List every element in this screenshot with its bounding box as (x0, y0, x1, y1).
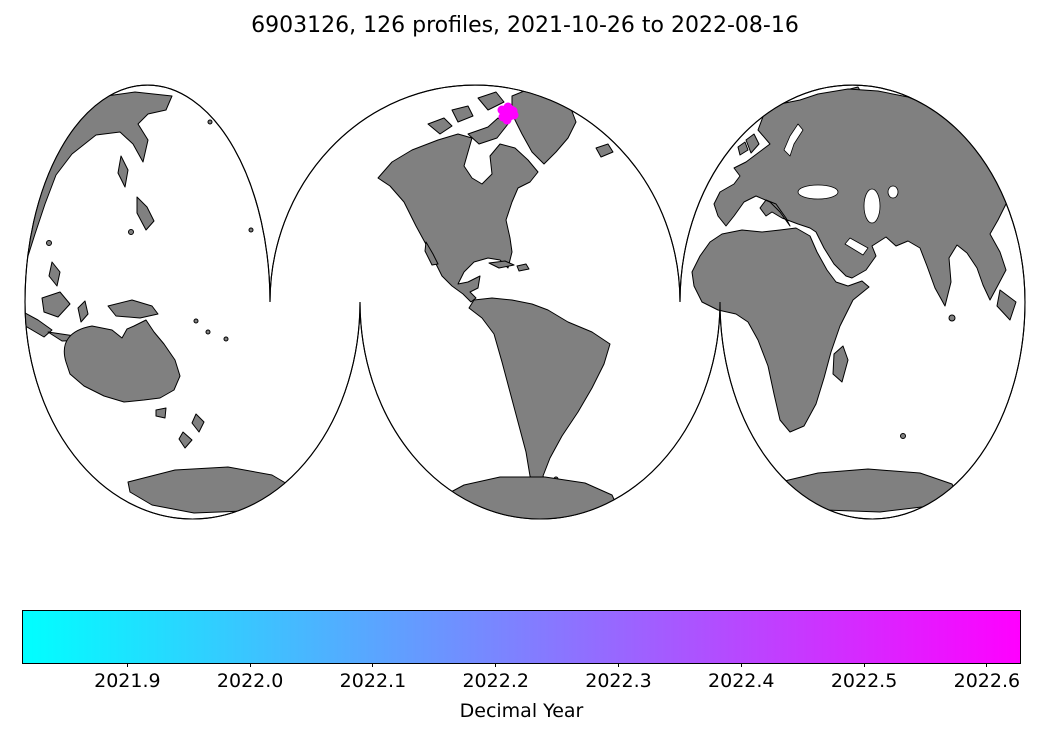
land-hispaniola (516, 263, 530, 272)
land-pacific-island (223, 336, 229, 342)
colorbar-tick-mark (740, 663, 742, 667)
land-hawaii (248, 227, 254, 233)
colorbar-tick-label: 2022.0 (216, 670, 284, 692)
land-sumatra-right (996, 289, 1017, 321)
colorbar-tick-label: 2021.9 (94, 670, 161, 692)
colorbar-tick-label: 2022.1 (339, 670, 407, 692)
land-south-america (468, 297, 611, 493)
colorbar-tick-label: 2022.6 (953, 670, 1021, 692)
profile-markers (497, 102, 519, 125)
land-philippines (48, 261, 61, 287)
land-aleutian-island (207, 119, 213, 125)
land-sumatra (25, 307, 53, 338)
map-outline-stroke (24, 84, 1026, 520)
colorbar-ticks: 2021.9 2022.0 2022.1 2022.2 2022.3 2022.4 2022… (23, 663, 1020, 703)
land-sakhalin (117, 155, 129, 188)
land-taiwan (46, 240, 52, 246)
colorbar-tick-mark (863, 663, 865, 667)
land-pacific-island (205, 329, 211, 335)
land-ellesmere (477, 91, 505, 111)
land-japan (136, 196, 155, 231)
land-madagascar (832, 345, 849, 383)
profile-marker (502, 115, 512, 125)
land-kerguelen (900, 433, 906, 439)
colorbar-tick-label: 2022.4 (708, 670, 775, 692)
land-baja-california (424, 241, 439, 266)
land-ireland (737, 141, 749, 156)
figure-title: 6903126, 126 profiles, 2021-10-26 to 202… (251, 13, 799, 38)
colorbar-tick-mark (126, 663, 128, 667)
aral-sea (887, 185, 899, 199)
colorbar-tick-mark (986, 663, 988, 667)
land-arctic-island (451, 105, 474, 123)
colorbar (22, 610, 1021, 664)
land-new-guinea (107, 299, 159, 319)
land-new-zealand-north (191, 413, 205, 433)
colorbar-tick-mark (249, 663, 251, 667)
land-aleutian-island (229, 125, 235, 131)
black-sea (797, 184, 839, 200)
landmasses (25, 86, 1017, 519)
colorbar-tick-label: 2022.5 (830, 670, 898, 692)
land-pacific-island (193, 318, 199, 324)
land-new-zealand-south (178, 431, 193, 449)
baltic-sea (783, 123, 804, 157)
land-sulawesi (77, 300, 89, 323)
land-cuba (488, 260, 515, 269)
colorbar-tick-mark (617, 663, 619, 667)
colorbar-tick-mark (495, 663, 497, 667)
world-map (24, 84, 1026, 520)
land-africa (691, 227, 870, 433)
profile-marker (506, 105, 516, 115)
land-britain (745, 133, 760, 154)
colorbar-tick-mark (372, 663, 374, 667)
colorbar-label: Decimal Year (459, 700, 584, 722)
caspian-sea (863, 188, 881, 224)
land-aleutian-island (251, 133, 257, 139)
land-iceland (595, 143, 614, 158)
land-sri-lanka (948, 314, 956, 322)
land-north-america (377, 133, 539, 303)
land-tasmania (155, 407, 167, 419)
colorbar-tick-label: 2022.3 (585, 670, 652, 692)
land-arctic-island (427, 117, 453, 135)
colorbar-tick-label: 2022.2 (462, 670, 529, 692)
land-australia (63, 319, 181, 403)
land-borneo (41, 291, 71, 318)
persian-gulf (844, 237, 869, 256)
land-japan-south-island (128, 229, 134, 235)
